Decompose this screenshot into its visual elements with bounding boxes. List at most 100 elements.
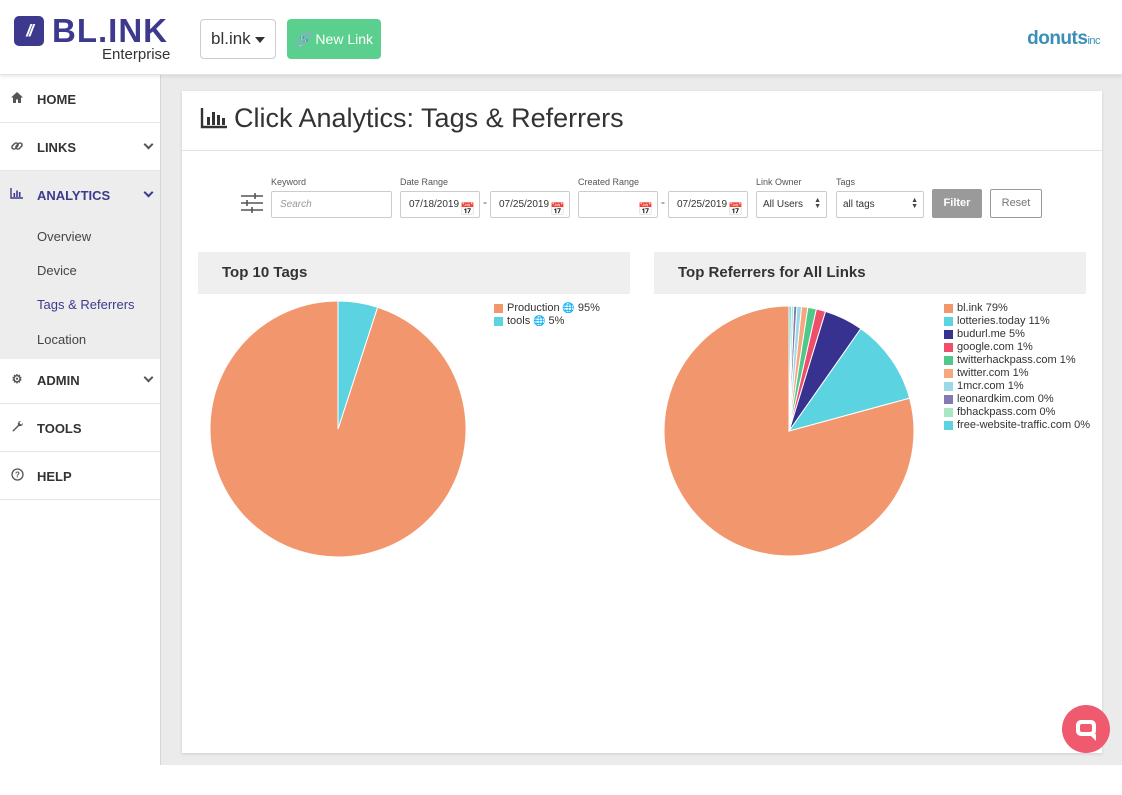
legend-item[interactable]: bl.ink 79% bbox=[944, 302, 1090, 315]
referrers-panel-header: Top Referrers for All Links bbox=[654, 252, 1086, 294]
legend-swatch bbox=[494, 304, 503, 313]
legend-item[interactable]: 1mcr.com 1% bbox=[944, 380, 1090, 393]
sidebar-item-analytics[interactable]: ANALYTICS bbox=[0, 171, 160, 219]
legend-label: leonardkim.com bbox=[957, 393, 1035, 405]
link-owner-select[interactable]: All Users ▲ ▼ bbox=[756, 191, 827, 218]
submenu-location[interactable]: Location bbox=[37, 332, 87, 347]
legend-value: 1% bbox=[1007, 380, 1024, 392]
legend-item[interactable]: Production 🌐 95% bbox=[494, 302, 600, 315]
title-divider bbox=[182, 150, 1102, 151]
legend-swatch bbox=[944, 382, 953, 391]
tags-select[interactable]: all tags ▲ ▼ bbox=[836, 191, 924, 218]
chevron-down-icon bbox=[143, 139, 154, 150]
date-range-dash: - bbox=[483, 195, 487, 209]
referrers-legend: bl.ink 79% lotteries.today 11% budurl.me 5… bbox=[944, 302, 1090, 432]
analytics-card: Click Analytics: Tags & Referrers Keywor… bbox=[182, 91, 1102, 753]
calendar-icon[interactable]: 📅 bbox=[638, 202, 653, 216]
keyword-input[interactable]: Search bbox=[271, 191, 392, 218]
select-arrows-icon: ▲ ▼ bbox=[911, 197, 918, 210]
globe-icon: 🌐 bbox=[559, 303, 575, 314]
legend-label: 1mcr.com bbox=[957, 380, 1005, 392]
top-header: // BL.INK Enterprise bl.ink 🔗 New Link do… bbox=[0, 0, 1122, 75]
sidebar-item-admin[interactable]: ⚙ ADMIN bbox=[0, 356, 160, 404]
globe-icon: 🌐 bbox=[530, 316, 546, 327]
filter-sliders-icon[interactable] bbox=[240, 192, 264, 214]
legend-label: fbhackpass.com bbox=[957, 406, 1037, 418]
legend-item[interactable]: twitterhackpass.com 1% bbox=[944, 354, 1090, 367]
legend-item[interactable]: google.com 1% bbox=[944, 341, 1090, 354]
calendar-icon[interactable]: 📅 bbox=[728, 202, 743, 216]
legend-value: 0% bbox=[1039, 406, 1056, 418]
sidebar-item-links[interactable]: LINKS bbox=[0, 123, 160, 171]
date-to-input[interactable]: 07/25/2019 📅 bbox=[490, 191, 570, 218]
legend-item[interactable]: budurl.me 5% bbox=[944, 328, 1090, 341]
new-link-button[interactable]: 🔗 New Link bbox=[287, 19, 381, 59]
filter-button[interactable]: Filter bbox=[932, 189, 982, 218]
legend-item[interactable]: leonardkim.com 0% bbox=[944, 393, 1090, 406]
legend-swatch bbox=[944, 369, 953, 378]
sidebar-item-home[interactable]: HOME bbox=[0, 75, 160, 123]
keyword-label: Keyword bbox=[271, 177, 307, 187]
legend-item[interactable]: fbhackpass.com 0% bbox=[944, 406, 1090, 419]
created-to-input[interactable]: 07/25/2019 📅 bbox=[668, 191, 748, 218]
chat-support-button[interactable] bbox=[1062, 705, 1110, 753]
legend-item[interactable]: twitter.com 1% bbox=[944, 367, 1090, 380]
legend-swatch bbox=[944, 317, 953, 326]
calendar-icon[interactable]: 📅 bbox=[550, 202, 565, 216]
legend-item[interactable]: lotteries.today 11% bbox=[944, 315, 1090, 328]
legend-item[interactable]: tools 🌐 5% bbox=[494, 315, 600, 328]
bar-chart-icon bbox=[200, 105, 228, 136]
logo-mark: // bbox=[14, 16, 44, 46]
chevron-down-icon bbox=[143, 372, 154, 383]
date-from-input[interactable]: 07/18/2019 📅 bbox=[400, 191, 480, 218]
sidebar-item-label: HELP bbox=[37, 469, 72, 484]
calendar-icon[interactable]: 📅 bbox=[460, 202, 475, 216]
pie-slice-free-website-traffic-com[interactable] bbox=[788, 305, 792, 432]
legend-value: 1% bbox=[1012, 367, 1029, 379]
sidebar-item-tools[interactable]: TOOLS bbox=[0, 404, 160, 452]
created-from-input[interactable]: 📅 bbox=[578, 191, 658, 218]
submenu-device[interactable]: Device bbox=[37, 263, 77, 278]
tags-legend: Production 🌐 95% tools 🌐 5% bbox=[494, 302, 600, 328]
legend-swatch bbox=[944, 395, 953, 404]
wrench-icon bbox=[10, 420, 24, 434]
tags-value: all tags bbox=[843, 199, 875, 210]
bar-chart-icon bbox=[10, 187, 24, 201]
referrers-pie-chart bbox=[663, 305, 915, 557]
created-range-label: Created Range bbox=[578, 177, 640, 187]
sidebar-item-label: ADMIN bbox=[37, 373, 80, 388]
legend-swatch bbox=[944, 356, 953, 365]
home-icon bbox=[10, 91, 24, 105]
submenu-overview[interactable]: Overview bbox=[37, 229, 92, 244]
legend-swatch bbox=[944, 343, 953, 352]
submenu-tags-referrers[interactable]: Tags & Referrers bbox=[37, 297, 135, 312]
legend-value: 0% bbox=[1074, 419, 1091, 431]
keyword-placeholder: Search bbox=[280, 199, 312, 210]
sidebar: HOME LINKS ANALYTICS Overview Device Tag… bbox=[0, 75, 161, 765]
legend-label: bl.ink bbox=[957, 302, 983, 314]
blink-logo[interactable]: // BL.INK Enterprise bbox=[14, 12, 174, 66]
analytics-submenu: Overview Device Tags & Referrers Locatio… bbox=[0, 219, 160, 359]
pie-slice-lotteries-today[interactable] bbox=[787, 327, 911, 432]
legend-swatch bbox=[944, 304, 953, 313]
page-title: Click Analytics: Tags & Referrers bbox=[200, 103, 624, 136]
sidebar-item-help[interactable]: ? HELP bbox=[0, 452, 160, 500]
tags-panel-header: Top 10 Tags bbox=[198, 252, 630, 294]
pie-slice-tools[interactable] bbox=[337, 300, 379, 430]
legend-swatch bbox=[944, 330, 953, 339]
caret-down-icon bbox=[255, 37, 265, 43]
domain-select[interactable]: bl.ink bbox=[200, 19, 276, 59]
reset-button[interactable]: Reset bbox=[990, 189, 1042, 218]
legend-item[interactable]: free-website-traffic.com 0% bbox=[944, 419, 1090, 432]
legend-swatch bbox=[944, 408, 953, 417]
legend-label: google.com bbox=[957, 341, 1014, 353]
created-to-value: 07/25/2019 bbox=[677, 199, 728, 210]
date-to-value: 07/25/2019 bbox=[499, 199, 550, 210]
legend-label: budurl.me bbox=[957, 328, 1006, 340]
domain-value: bl.ink bbox=[211, 29, 251, 48]
logo-subtitle: Enterprise bbox=[102, 46, 171, 63]
legend-value: 95% bbox=[577, 302, 600, 314]
legend-value: 79% bbox=[985, 302, 1008, 314]
chat-bubble-inner bbox=[1080, 724, 1092, 732]
legend-label: twitter.com bbox=[957, 367, 1010, 379]
